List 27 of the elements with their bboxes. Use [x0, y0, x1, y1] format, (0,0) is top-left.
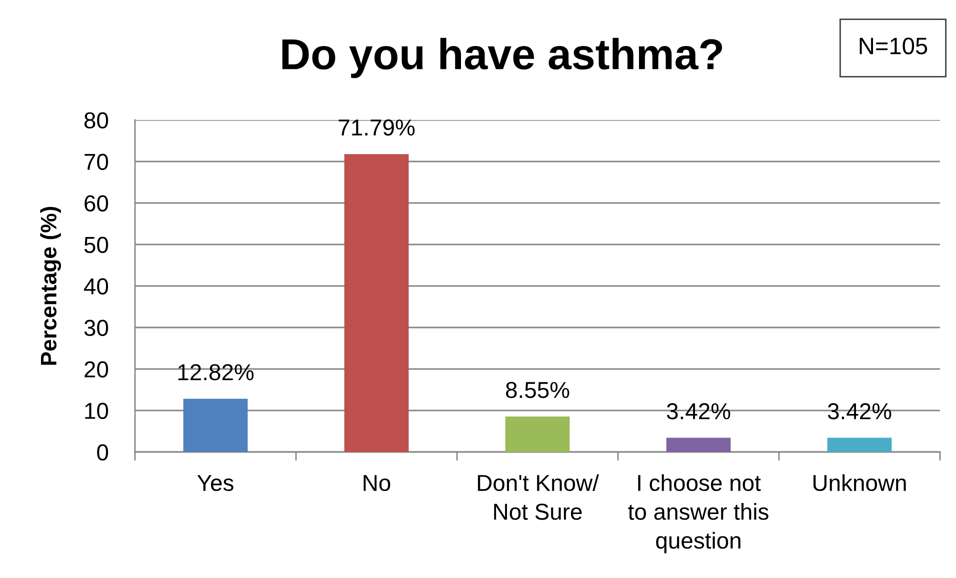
- y-tick-label: 80: [84, 112, 108, 129]
- x-tick-label: Yes: [197, 475, 234, 492]
- y-tick-label: 0: [97, 444, 108, 461]
- chart-title: Do you have asthma?: [282, 38, 722, 78]
- y-tick-label: 20: [84, 361, 108, 378]
- bar: [827, 438, 892, 452]
- text: N=105: [860, 38, 928, 54]
- bar: [666, 438, 731, 452]
- y-tick-label: 60: [84, 195, 108, 212]
- y-axis-title: Percentage (%): [40, 206, 61, 365]
- bar: [505, 416, 570, 452]
- y-tick-label: 30: [84, 320, 108, 336]
- data-label: 12.82%: [178, 364, 254, 380]
- y-tick-label: 50: [84, 236, 108, 254]
- data-label: 3.42%: [828, 403, 892, 420]
- data-label: 8.55%: [506, 382, 570, 398]
- y-tick-label: 10: [85, 402, 108, 420]
- x-tick-label: Don't Know/ Not Sure: [478, 474, 599, 520]
- x-tick-label: I choose not to answer this question: [628, 474, 768, 554]
- x-tick-label: No: [364, 475, 390, 492]
- x-tick-label: Unknown: [814, 474, 906, 492]
- bar: [344, 154, 409, 452]
- data-label: 3.42%: [666, 403, 730, 420]
- bar: [183, 398, 248, 452]
- y-tick-label: 40: [84, 278, 108, 295]
- data-label: 71.79%: [338, 119, 415, 136]
- y-tick-label: 70: [84, 154, 108, 170]
